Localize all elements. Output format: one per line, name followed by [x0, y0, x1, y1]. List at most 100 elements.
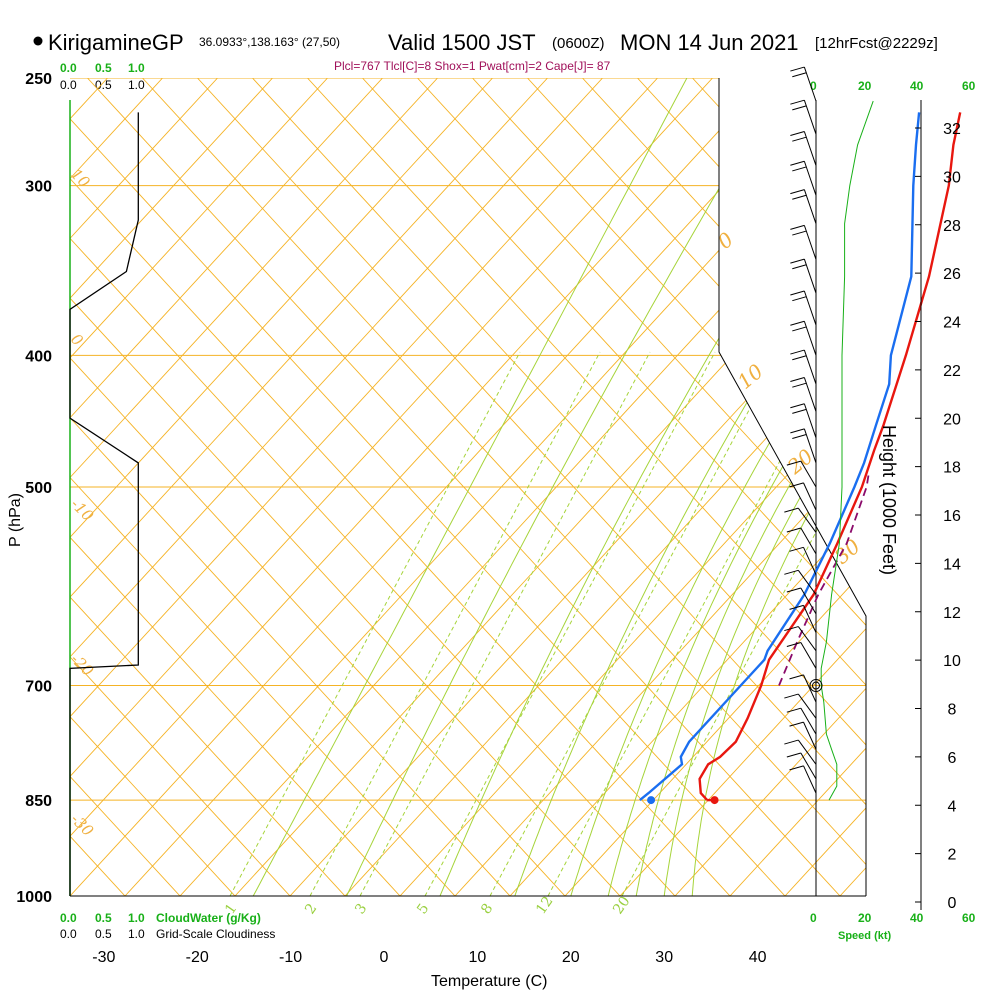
top-green-tick-2: 1.0: [128, 61, 145, 75]
temp-tick: 20: [562, 949, 580, 966]
wind-barb-staff: [803, 605, 817, 633]
wind-speed-line: [820, 100, 874, 801]
wind-barb: [784, 739, 817, 765]
valid-time: Valid 1500 JST: [388, 30, 536, 55]
dry-adiabat-line: [70, 78, 346, 896]
temp-tick: 10: [469, 949, 487, 966]
top-speed-tick-0: 0: [810, 79, 817, 93]
wind-barb-staff: [800, 642, 817, 669]
moist-adiabat-line: [663, 78, 866, 896]
wind-barb-staff: [803, 721, 817, 750]
wind-barb: [790, 428, 817, 464]
wind-barb-feather: [792, 355, 807, 361]
wind-barb: [786, 707, 817, 735]
wind-barb-feather: [789, 721, 804, 727]
thermo-grid: [0, 78, 1000, 896]
pressure-tick-850: 850: [25, 793, 52, 810]
frame-right-edge: [718, 78, 867, 896]
wind-barb-staff: [803, 258, 817, 294]
profiles: [639, 112, 962, 805]
isotherm-line: [895, 78, 1000, 896]
wind-barb-staff: [803, 377, 817, 412]
utc-time: (0600Z): [552, 35, 605, 52]
wind-profile: [784, 66, 874, 801]
height-tick: 0: [948, 895, 957, 912]
wind-barb: [786, 460, 817, 488]
wind-barb: [790, 160, 817, 196]
top-green-tick-0: 0.0: [60, 61, 77, 75]
wind-barb: [790, 66, 817, 102]
calm-wind-outer: [809, 679, 823, 693]
dry-adiabat-line: [70, 78, 236, 896]
cloudiness-profile: [69, 112, 139, 896]
calm-wind-inner: [812, 681, 820, 690]
wind-barb-feather: [792, 434, 807, 440]
wind-barb: [790, 189, 817, 224]
moist-adiabat-line: [346, 78, 785, 896]
height-tick: 12: [943, 605, 961, 622]
height-tick: 4: [948, 798, 957, 815]
dry-adiabat-line: [857, 78, 866, 896]
bottom-black-tick-0: 0.0: [60, 927, 77, 941]
wind-barb: [790, 258, 817, 294]
wind-barb-feather: [792, 194, 807, 200]
wind-barb-staff: [800, 527, 817, 555]
wind-barb-feather: [789, 482, 804, 488]
isotherm-line: [70, 78, 273, 896]
wind-barb-staff: [797, 739, 817, 765]
moist-label: 0: [713, 227, 738, 254]
height-tick: 8: [948, 702, 957, 719]
mixing-ratio-label: 5: [414, 901, 432, 917]
moist-adiabat-line: [635, 78, 866, 896]
wind-barb: [786, 642, 817, 669]
wind-barb-feather: [790, 224, 805, 230]
wind-barb-staff: [803, 161, 817, 196]
height-tick: 10: [943, 653, 961, 670]
wind-barb-staff: [800, 752, 817, 780]
dry-adiabat-line: [0, 78, 15, 896]
pressure-tick-250: 250: [25, 71, 52, 88]
wind-barb-staff: [803, 189, 817, 224]
surface-dewpoint-dot: [647, 796, 656, 805]
wind-barb: [786, 527, 817, 555]
isotherm-line: [70, 78, 438, 896]
wind-barb-staff: [800, 460, 817, 488]
bottom-speed-scale: 0 20 40 60 Speed (kt): [810, 911, 976, 942]
height-axis-title: Height (1000 Feet): [879, 425, 899, 575]
wind-barb-staff: [797, 507, 817, 533]
wind-barb: [786, 587, 817, 615]
temp-tick: -20: [186, 949, 209, 966]
bottom-cloudwater-scale: 0.0 0.5 1.0 CloudWater (g/Kg): [60, 911, 261, 925]
wind-barb: [789, 721, 817, 750]
wind-barb-staff: [803, 100, 817, 135]
wind-barb-feather: [792, 166, 807, 172]
mixing-ratio-line: [359, 351, 651, 896]
bottom-green-tick-1: 0.5: [95, 911, 112, 925]
wind-barb: [789, 546, 817, 575]
wind-barb: [790, 320, 817, 356]
wind-barb-feather: [784, 626, 799, 632]
top-cloudwater-scale: 0.0 0.5 1.0: [60, 61, 145, 75]
speed-label: Speed (kt): [838, 930, 892, 942]
wind-barb-feather: [784, 569, 799, 575]
wind-barb: [790, 131, 817, 166]
pressure-tick-1000: 1000: [16, 889, 52, 906]
wind-barb: [790, 224, 817, 260]
wind-barb-feather: [790, 131, 805, 136]
station-dot: [33, 36, 43, 46]
bottom-speed-tick-1: 20: [858, 911, 872, 925]
wind-barb-staff: [803, 349, 817, 385]
dry-adiabat-label: -30: [67, 810, 97, 840]
moist-adiabat-line: [607, 78, 866, 896]
wind-barb: [786, 752, 817, 780]
wind-barb-feather: [786, 752, 801, 758]
wind-barb-staff: [803, 131, 817, 166]
isotherm-line: [839, 78, 866, 896]
height-tick: 26: [943, 266, 961, 283]
wind-barb-staff: [797, 693, 817, 719]
cloudiness-line: [69, 112, 139, 896]
wind-barb-feather: [784, 693, 799, 699]
wind-barb-feather: [790, 349, 805, 355]
